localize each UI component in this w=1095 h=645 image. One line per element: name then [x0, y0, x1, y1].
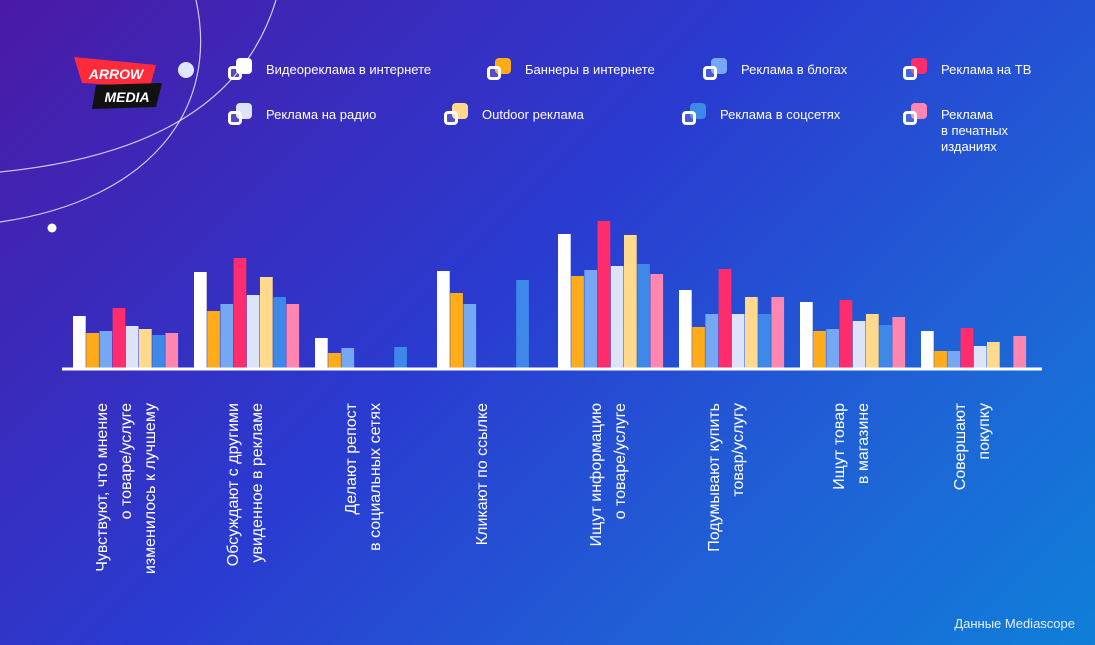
legend-label: Реклама на радио [266, 107, 377, 122]
arrow-media-logo: ARROW MEDIA [74, 57, 162, 109]
bar [463, 304, 477, 368]
bar [973, 346, 987, 368]
legend-label: Реклама в печатных изданиях [941, 107, 1009, 154]
bar [437, 271, 450, 368]
category-label: Обсуждают с другими увиденное в рекламе [225, 403, 266, 566]
svg-text:MEDIA: MEDIA [104, 89, 149, 105]
bar [800, 302, 813, 368]
bar [139, 329, 152, 368]
bar [892, 317, 906, 368]
bar [771, 297, 785, 368]
legend-swatch-icon [682, 103, 708, 129]
bar [341, 348, 355, 368]
bar [718, 269, 732, 368]
bar [450, 293, 463, 368]
bar [921, 331, 934, 368]
bar [637, 264, 650, 368]
legend-swatch-icon [903, 58, 929, 84]
decor-dot-small [47, 223, 57, 233]
bar [947, 351, 961, 368]
category-label: Ищут товар в магазине [831, 403, 872, 490]
bar [152, 335, 165, 368]
bar [1013, 336, 1027, 368]
bar [813, 331, 826, 368]
legend-label: Реклама на ТВ [941, 62, 1032, 77]
bar [692, 327, 705, 368]
bar [987, 342, 1000, 368]
bar [866, 314, 879, 368]
bar [879, 325, 892, 368]
bar [758, 314, 771, 368]
bar [394, 347, 407, 368]
bar [745, 297, 758, 368]
legend-item: Реклама в соцсетях [682, 103, 841, 129]
bar [246, 295, 260, 368]
legend-swatch-icon [903, 103, 929, 129]
bar [571, 276, 584, 368]
legend-swatch-icon [228, 103, 254, 129]
bar [679, 290, 692, 368]
bar [112, 308, 126, 368]
bar [125, 326, 139, 368]
bar [624, 235, 637, 368]
legend-label: Реклама в блогах [741, 62, 848, 77]
legend-item: Реклама в блогах [703, 58, 848, 84]
bar [852, 321, 866, 368]
legend-swatch-icon [444, 103, 470, 129]
bar [558, 234, 571, 368]
bar [286, 304, 300, 368]
bar [597, 221, 611, 368]
bar [99, 331, 113, 368]
legend-item: Реклама в печатных изданиях [903, 103, 1009, 155]
bar [220, 304, 234, 368]
category-label: Делают репост в социальных сетях [343, 402, 384, 551]
legend-label: Баннеры в интернете [525, 62, 655, 77]
legend-swatch-icon [228, 58, 254, 84]
legend-label: Outdoor реклама [482, 107, 584, 122]
legend-swatch-icon [487, 58, 513, 84]
bar [207, 311, 220, 368]
legend-item: Реклама на ТВ [903, 58, 1032, 84]
category-label: Подумывают купить товар/услугу [706, 403, 747, 552]
bar [86, 333, 99, 368]
bar [260, 277, 273, 368]
bar [233, 258, 247, 368]
decor-dot-large [178, 62, 194, 78]
svg-text:ARROW: ARROW [88, 66, 145, 82]
bar [273, 297, 286, 368]
legend-swatch-icon [703, 58, 729, 84]
bar [839, 300, 853, 368]
bar [934, 351, 947, 368]
data-source: Данные Mediascope [954, 616, 1075, 631]
bar [650, 274, 664, 368]
bar [194, 272, 207, 368]
bar [516, 280, 529, 368]
bar [705, 314, 719, 368]
bar [584, 270, 598, 368]
legend-item: Реклама на радио [228, 103, 377, 129]
legend-item: Видеореклама в интернете [228, 58, 432, 84]
legend-item: Баннеры в интернете [487, 58, 655, 84]
legend-label: Видеореклама в интернете [266, 62, 432, 77]
bar [165, 333, 179, 368]
category-label: Кликают по ссылке [474, 403, 491, 545]
legend-item: Outdoor реклама [444, 103, 584, 129]
bar [731, 314, 745, 368]
bar [826, 329, 840, 368]
bar [73, 316, 86, 368]
bar [315, 338, 328, 368]
bar [960, 328, 974, 368]
bar [610, 266, 624, 368]
legend-label: Реклама в соцсетях [720, 107, 841, 122]
category-label: Ищут информацию о товаре/услуге [588, 403, 629, 546]
bar [328, 353, 341, 368]
category-label: Чувствуют, что мнение о товаре/услуге изме… [94, 403, 159, 574]
category-label: Совершают покупку [952, 402, 993, 490]
